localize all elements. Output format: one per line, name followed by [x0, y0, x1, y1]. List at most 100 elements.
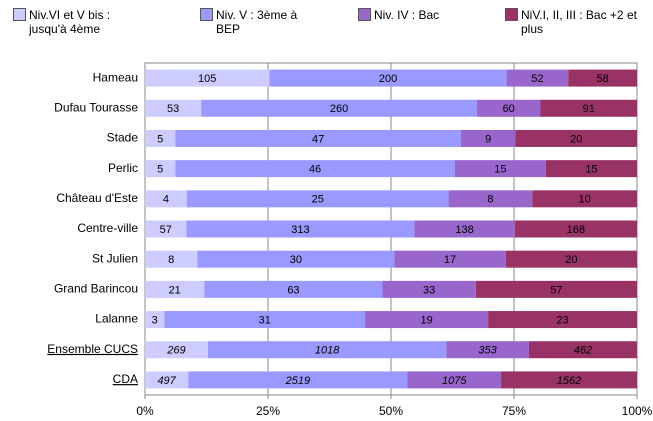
- legend-item: Niv. IV : Bac: [358, 8, 488, 22]
- bar-segment: [365, 311, 489, 329]
- bar-segment: [145, 280, 205, 298]
- category-label: CDA: [113, 372, 138, 386]
- category-label: St Julien: [92, 251, 138, 265]
- bar-segment: [145, 371, 189, 389]
- category-label: Hameau: [93, 70, 138, 84]
- bar-segment: [145, 160, 176, 178]
- bar-segment: [528, 341, 637, 359]
- data-label: 168: [567, 224, 585, 236]
- bar-segment: [488, 311, 637, 329]
- bar-segment: [407, 371, 502, 389]
- x-tick-label: 75%: [502, 404, 526, 418]
- data-label: 269: [166, 345, 185, 357]
- data-label: 19: [420, 314, 432, 326]
- data-label: 497: [157, 375, 176, 387]
- bar-segment: [514, 220, 637, 238]
- data-label: 8: [168, 254, 174, 266]
- category-label: Ensemble CUCS: [47, 342, 138, 356]
- bar-segment: [201, 99, 477, 117]
- data-label: 47: [312, 133, 324, 145]
- category-label: Perlic: [108, 161, 138, 175]
- data-label: 10: [579, 194, 591, 206]
- bar-segment: [446, 341, 529, 359]
- data-label: 200: [379, 73, 397, 85]
- category-label: Centre-ville: [77, 221, 138, 235]
- bar-segment: [460, 129, 516, 147]
- bar-segment: [186, 220, 415, 238]
- bar-segment: [414, 220, 515, 238]
- data-label: 353: [478, 345, 497, 357]
- bar-segment: [475, 280, 637, 298]
- bar-segment: [207, 341, 447, 359]
- bar-segment: [164, 311, 366, 329]
- data-label: 3: [152, 314, 158, 326]
- data-label: 138: [455, 224, 473, 236]
- data-label: 91: [583, 103, 595, 115]
- bar-segment: [145, 99, 202, 117]
- data-label: 5: [157, 133, 163, 145]
- data-label: 462: [574, 345, 592, 357]
- bar-segment: [145, 129, 176, 147]
- data-label: 33: [423, 284, 435, 296]
- data-label: 260: [330, 103, 348, 115]
- data-label: 17: [444, 254, 456, 266]
- legend-swatch: [200, 8, 213, 21]
- data-label: 53: [167, 103, 179, 115]
- category-label: Grand Barincou: [54, 282, 138, 296]
- data-label: 105: [198, 73, 216, 85]
- data-label: 1018: [315, 345, 340, 357]
- data-label: 8: [487, 194, 493, 206]
- data-label: 313: [291, 224, 309, 236]
- category-label: Château d'Este: [56, 191, 138, 205]
- data-label: 1075: [442, 375, 467, 387]
- data-label: 25: [312, 194, 324, 206]
- bar-segment: [269, 69, 507, 87]
- data-label: 4: [163, 194, 169, 206]
- x-tick-label: 0%: [136, 404, 154, 418]
- legend-label: Niv. V : 3ème à BEP: [216, 8, 298, 36]
- bar-segment: [568, 69, 637, 87]
- category-label: Lalanne: [95, 312, 138, 326]
- x-tick-label: 25%: [256, 404, 280, 418]
- x-tick-label: 50%: [379, 404, 403, 418]
- bar-segment: [394, 250, 506, 268]
- data-label: 15: [585, 164, 597, 176]
- bar-segment: [186, 190, 449, 208]
- legend-label: Niv. IV : Bac: [374, 8, 440, 22]
- data-label: 20: [570, 133, 582, 145]
- legend-swatch: [505, 8, 518, 21]
- legend-label: NiV.I, II, III : Bac +2 et plus: [521, 8, 637, 36]
- data-label: 2519: [285, 375, 310, 387]
- bar-segment: [145, 311, 165, 329]
- bar-segment: [476, 99, 541, 117]
- data-label: 23: [556, 314, 568, 326]
- data-label: 21: [169, 284, 181, 296]
- data-label: 58: [596, 73, 608, 85]
- bar-segment: [382, 280, 476, 298]
- bar-segment: [145, 250, 198, 268]
- data-label: 57: [160, 224, 172, 236]
- bar-segment: [204, 280, 383, 298]
- bar-segment: [454, 160, 546, 178]
- data-label: 63: [287, 284, 299, 296]
- data-label: 52: [531, 73, 543, 85]
- bar-segment: [145, 220, 187, 238]
- legend-label: Niv.VI et V bis : jusqu'à 4ème: [29, 8, 111, 36]
- bar-segment: [505, 250, 637, 268]
- bar-segment: [540, 99, 637, 117]
- bar-segment: [532, 190, 637, 208]
- data-label: 57: [550, 284, 562, 296]
- bar-segment: [506, 69, 569, 87]
- bar-segment: [188, 371, 408, 389]
- data-label: 46: [309, 164, 321, 176]
- legend-swatch: [13, 8, 26, 21]
- category-label: Dufau Tourasse: [54, 100, 138, 114]
- bar-segment: [448, 190, 533, 208]
- data-label: 30: [290, 254, 302, 266]
- data-label: 60: [503, 103, 515, 115]
- data-label: 1562: [557, 375, 581, 387]
- legend-swatch: [358, 8, 371, 21]
- data-label: 31: [259, 314, 271, 326]
- data-label: 15: [494, 164, 506, 176]
